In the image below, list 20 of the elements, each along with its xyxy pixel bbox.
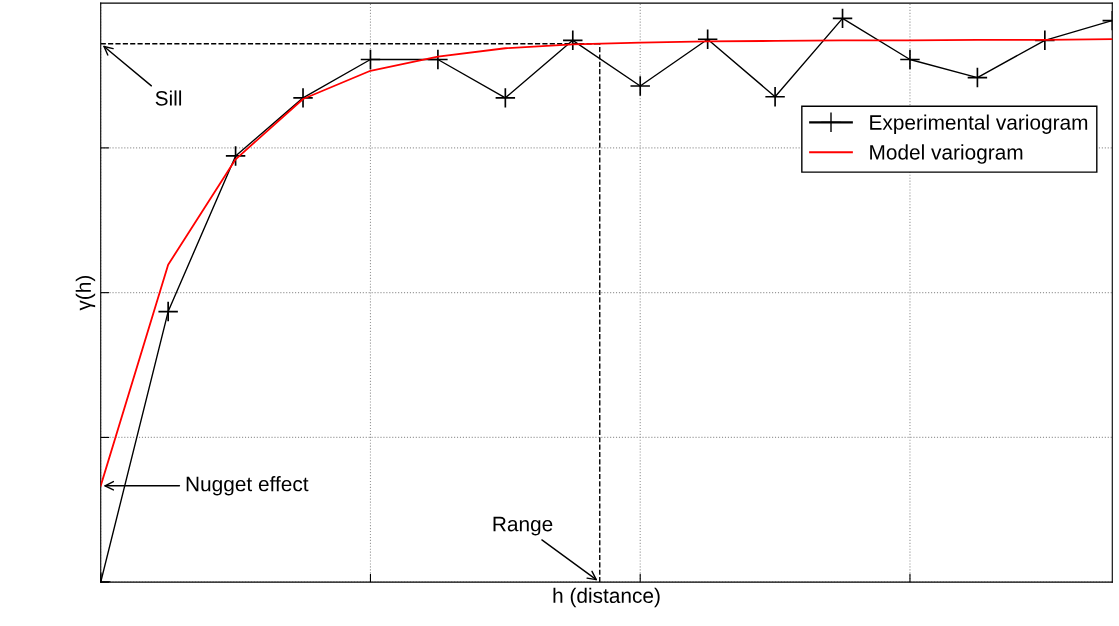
point bbox=[966, 66, 988, 89]
y-axis-title: γ(h) bbox=[75, 276, 96, 311]
x-axis-title: h (distance) bbox=[553, 587, 660, 608]
annotation: Range bbox=[493, 516, 553, 536]
point bbox=[899, 48, 921, 71]
annotation: Nugget effect bbox=[186, 476, 309, 496]
point bbox=[359, 48, 382, 71]
point bbox=[157, 300, 179, 323]
point bbox=[225, 145, 247, 167]
ref-line-label: Sill bbox=[155, 90, 182, 106]
legend-label: Model variogram bbox=[870, 144, 1023, 164]
point bbox=[831, 7, 854, 29]
point bbox=[427, 48, 449, 71]
point bbox=[764, 86, 786, 108]
legend-label: Experimental variogram bbox=[870, 114, 1088, 134]
point bbox=[697, 28, 719, 50]
point bbox=[562, 29, 584, 51]
point bbox=[292, 87, 314, 109]
point bbox=[629, 75, 651, 97]
point bbox=[494, 87, 516, 109]
